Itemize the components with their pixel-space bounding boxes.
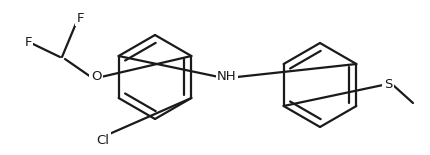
Text: F: F [76, 11, 84, 24]
Text: NH: NH [217, 71, 237, 84]
Text: O: O [91, 71, 101, 84]
Text: Cl: Cl [96, 133, 110, 146]
Text: S: S [384, 78, 392, 91]
Text: F: F [24, 35, 32, 49]
